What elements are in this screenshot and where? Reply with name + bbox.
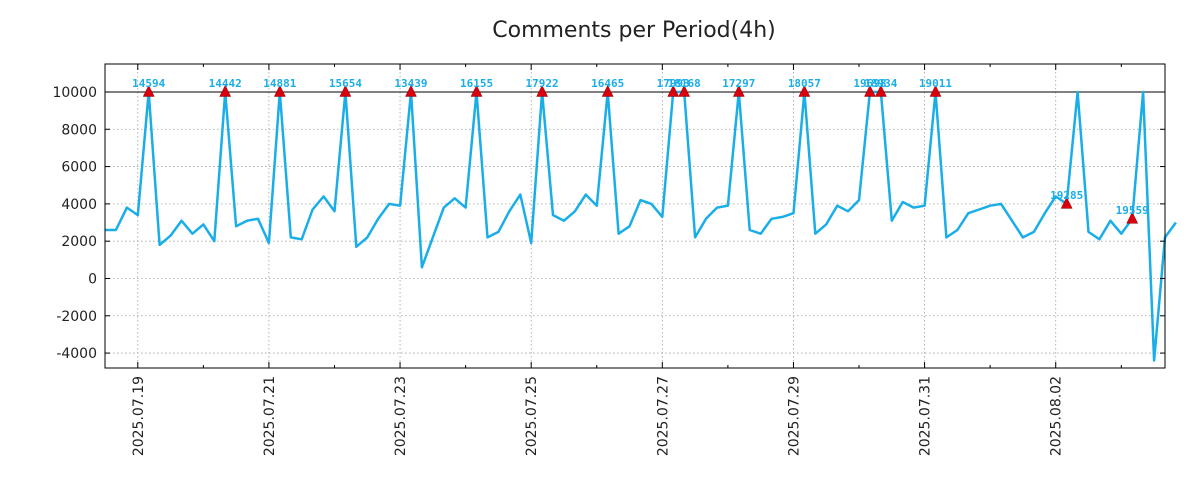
peak-label: 17993 bbox=[657, 77, 690, 90]
y-tick-label: -4000 bbox=[56, 346, 97, 362]
peak-markers: 14594 14442 14881 15654 13439 16155 17922 16465… bbox=[132, 77, 1149, 224]
peak-label: 19285 bbox=[1050, 189, 1083, 202]
x-tick-label: 2025.07.29 bbox=[786, 376, 802, 456]
peak-marker bbox=[678, 84, 691, 97]
peak-marker bbox=[798, 84, 811, 97]
x-tick-label: 2025.07.19 bbox=[131, 376, 147, 456]
y-tick-label: 10000 bbox=[52, 85, 97, 101]
y-tick-label: 0 bbox=[88, 271, 97, 287]
series-line bbox=[105, 90, 1177, 362]
peak-marker bbox=[1126, 211, 1139, 224]
peak-label: 18168 bbox=[668, 77, 701, 90]
peak-marker bbox=[667, 84, 680, 97]
peak-label: 17297 bbox=[722, 77, 755, 90]
series-layer bbox=[105, 90, 1177, 362]
peak-marker bbox=[536, 84, 549, 97]
y-tick-label: 6000 bbox=[61, 160, 97, 176]
y-tick-label: 2000 bbox=[61, 234, 97, 250]
peak-label: 16465 bbox=[591, 77, 624, 90]
peak-label: 19011 bbox=[919, 77, 952, 90]
peak-marker bbox=[405, 84, 417, 97]
peak-label: 18057 bbox=[788, 77, 821, 90]
peak-label: 13439 bbox=[394, 77, 427, 90]
peak-label: 16155 bbox=[460, 77, 493, 90]
x-tick-label: 2025.07.25 bbox=[524, 376, 540, 456]
x-tick-label: 2025.07.27 bbox=[655, 376, 671, 456]
peak-marker bbox=[864, 84, 876, 97]
peak-label: 15654 bbox=[329, 77, 362, 90]
peak-label: 14442 bbox=[209, 77, 242, 90]
peak-label: 19559 bbox=[1116, 204, 1149, 217]
peak-marker bbox=[219, 84, 232, 97]
peak-marker bbox=[732, 84, 745, 97]
peak-marker bbox=[929, 84, 942, 97]
chart-title: Comments per Period(4h) bbox=[492, 18, 776, 43]
peak-marker bbox=[874, 84, 887, 97]
peak-marker bbox=[142, 84, 155, 97]
peak-label: 14594 bbox=[132, 77, 165, 90]
peak-marker bbox=[470, 84, 483, 97]
peak-label: 17922 bbox=[526, 77, 559, 90]
y-tick-label: 8000 bbox=[61, 122, 97, 138]
y-tick-label: 4000 bbox=[61, 197, 97, 213]
x-tick-label: 2025.07.23 bbox=[393, 376, 409, 456]
peak-marker bbox=[601, 84, 614, 97]
y-tick-label: -2000 bbox=[56, 309, 97, 325]
peak-marker bbox=[1060, 196, 1073, 209]
x-tick-label: 2025.08.02 bbox=[1049, 376, 1065, 456]
plot-frame bbox=[104, 63, 1166, 369]
x-tick-label: 2025.07.21 bbox=[262, 376, 278, 456]
peak-label: 14881 bbox=[263, 77, 296, 90]
peak-label: 19698 bbox=[853, 77, 886, 90]
x-tick-label: 2025.07.31 bbox=[918, 376, 934, 456]
peak-marker bbox=[339, 84, 352, 97]
peak-label: 18934 bbox=[864, 77, 897, 90]
peak-marker bbox=[273, 84, 286, 97]
axes: -4000 -2000 0 2000 4000 6000 8000 10000 2025.07.… bbox=[52, 63, 1166, 456]
